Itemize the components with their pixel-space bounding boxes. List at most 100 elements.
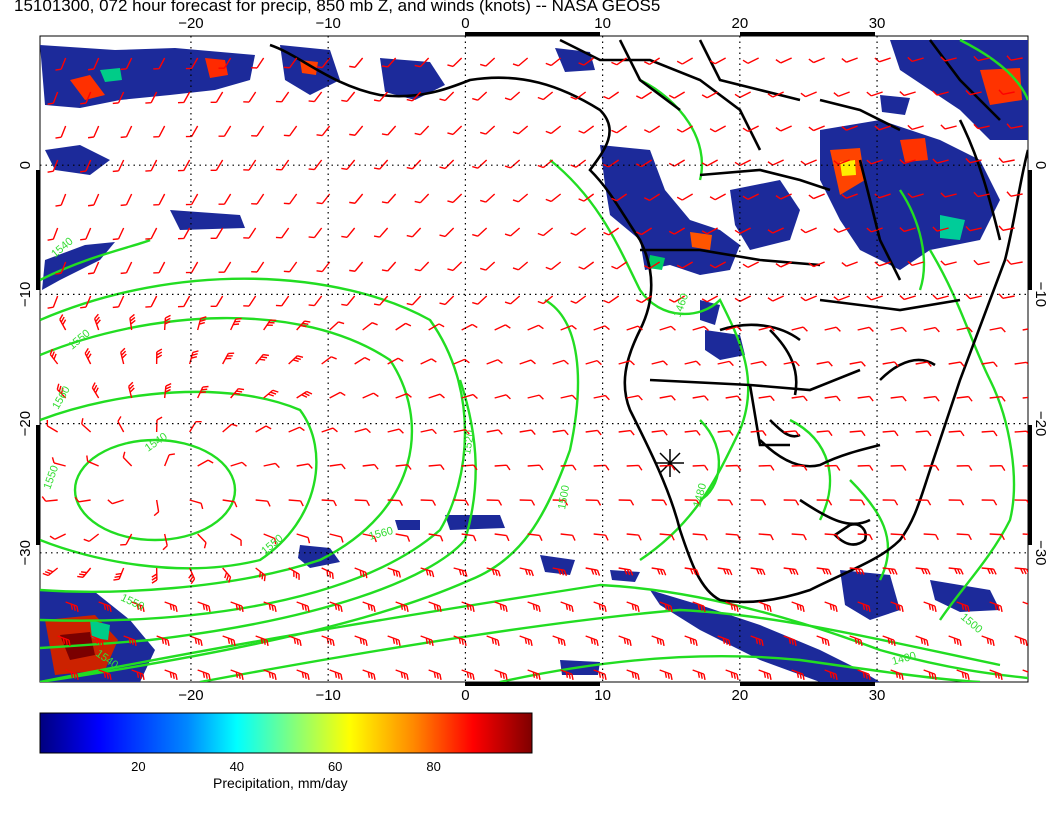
wind-barb xyxy=(915,635,929,646)
wind-barb xyxy=(866,295,883,301)
wind-barb xyxy=(948,361,965,368)
axis-tick-label: 30 xyxy=(869,687,886,704)
wind-barb xyxy=(603,159,620,168)
wind-barb xyxy=(734,227,751,235)
wind-barb xyxy=(83,533,100,543)
wind-barb xyxy=(537,227,554,237)
wind-barb xyxy=(767,91,784,98)
axis-tick-label: 30 xyxy=(869,15,886,32)
wind-barb xyxy=(750,499,767,506)
wind-barb xyxy=(362,322,378,331)
wind-barb xyxy=(611,57,628,66)
wind-barb xyxy=(570,227,587,236)
wind-barb xyxy=(381,57,397,68)
wind-barb xyxy=(1014,567,1028,575)
wind-barb xyxy=(504,227,521,237)
wind-barb xyxy=(81,418,92,433)
wind-barb xyxy=(701,295,718,303)
wind-barb xyxy=(585,567,601,576)
wind-barb xyxy=(684,429,701,436)
wind-barb xyxy=(684,360,701,366)
wind-barb xyxy=(288,426,305,433)
wind-barb xyxy=(230,317,242,331)
wind-barb xyxy=(387,635,401,646)
wind-barb xyxy=(362,601,376,612)
wind-barb xyxy=(263,533,277,545)
wind-barb xyxy=(472,91,488,101)
wind-barb xyxy=(222,499,238,508)
wind-barb xyxy=(420,428,437,435)
wind-barb xyxy=(255,425,272,433)
wind-barb xyxy=(57,635,71,646)
wind-barb xyxy=(329,669,343,680)
wind-barb xyxy=(725,533,741,541)
wind-barb xyxy=(447,193,463,204)
wind-barb xyxy=(428,533,444,542)
wind-barb xyxy=(162,533,168,551)
wind-barb xyxy=(816,499,833,506)
wind-barb xyxy=(87,57,100,71)
wind-barb xyxy=(230,601,244,612)
wind-barb xyxy=(651,567,667,576)
wind-barb xyxy=(570,295,587,304)
wind-barb xyxy=(956,533,972,541)
wind-barb xyxy=(643,125,661,134)
wind-barb xyxy=(537,159,554,169)
wind-barb xyxy=(486,499,503,506)
wind-barb xyxy=(824,601,838,612)
wind-barb xyxy=(940,124,957,130)
wind-barb xyxy=(824,669,838,680)
wind-barb xyxy=(65,669,79,680)
wind-barb xyxy=(120,193,133,207)
wind-barb xyxy=(923,326,940,333)
wind-barb xyxy=(177,159,191,172)
wind-barb xyxy=(833,159,850,165)
wind-barb xyxy=(578,57,595,66)
wind-barb xyxy=(800,91,817,98)
wind-barb xyxy=(948,499,965,506)
wind-barb xyxy=(519,429,536,436)
wind-barb xyxy=(626,395,643,401)
wind-barb xyxy=(381,193,397,204)
wind-barb xyxy=(210,295,224,307)
wind-barb xyxy=(156,635,170,646)
wind-barb xyxy=(321,356,337,365)
wind-barb xyxy=(94,313,101,331)
wind-barb xyxy=(296,601,310,612)
wind-barb xyxy=(651,360,668,366)
wind-barb xyxy=(537,91,554,101)
wind-barb xyxy=(692,669,706,680)
wind-barb xyxy=(255,635,269,646)
wind-barb xyxy=(283,125,298,137)
wind-barb xyxy=(783,635,797,646)
wind-barb xyxy=(833,295,850,301)
wind-barb xyxy=(453,635,467,646)
wind-barb xyxy=(145,295,158,308)
wind-barb xyxy=(537,295,554,305)
wind-barb xyxy=(387,499,404,506)
wind-barb xyxy=(155,416,163,433)
wind-barb xyxy=(222,567,232,583)
wind-barb xyxy=(890,395,907,402)
wind-barb xyxy=(49,348,59,365)
wind-barb xyxy=(188,567,196,585)
wind-barb xyxy=(923,601,937,612)
wind-barb xyxy=(288,635,302,646)
wind-barb xyxy=(717,635,731,646)
wind-barb xyxy=(163,382,172,399)
wind-barb xyxy=(395,464,412,470)
wind-barb xyxy=(907,192,924,199)
axis-tick-label: 0 xyxy=(461,687,469,704)
wind-barb xyxy=(55,261,67,275)
wind-barb xyxy=(1014,635,1028,646)
wind-barb xyxy=(321,499,337,507)
wind-barb xyxy=(395,393,412,399)
colorbar-tick-label: 20 xyxy=(131,759,146,774)
wind-barb xyxy=(362,392,379,399)
wind-barb xyxy=(120,261,133,275)
wind-barb xyxy=(692,601,706,612)
wind-barb xyxy=(461,533,477,542)
wind-barb xyxy=(684,499,701,506)
wind-barb xyxy=(288,499,304,507)
wind-barb xyxy=(701,227,718,235)
